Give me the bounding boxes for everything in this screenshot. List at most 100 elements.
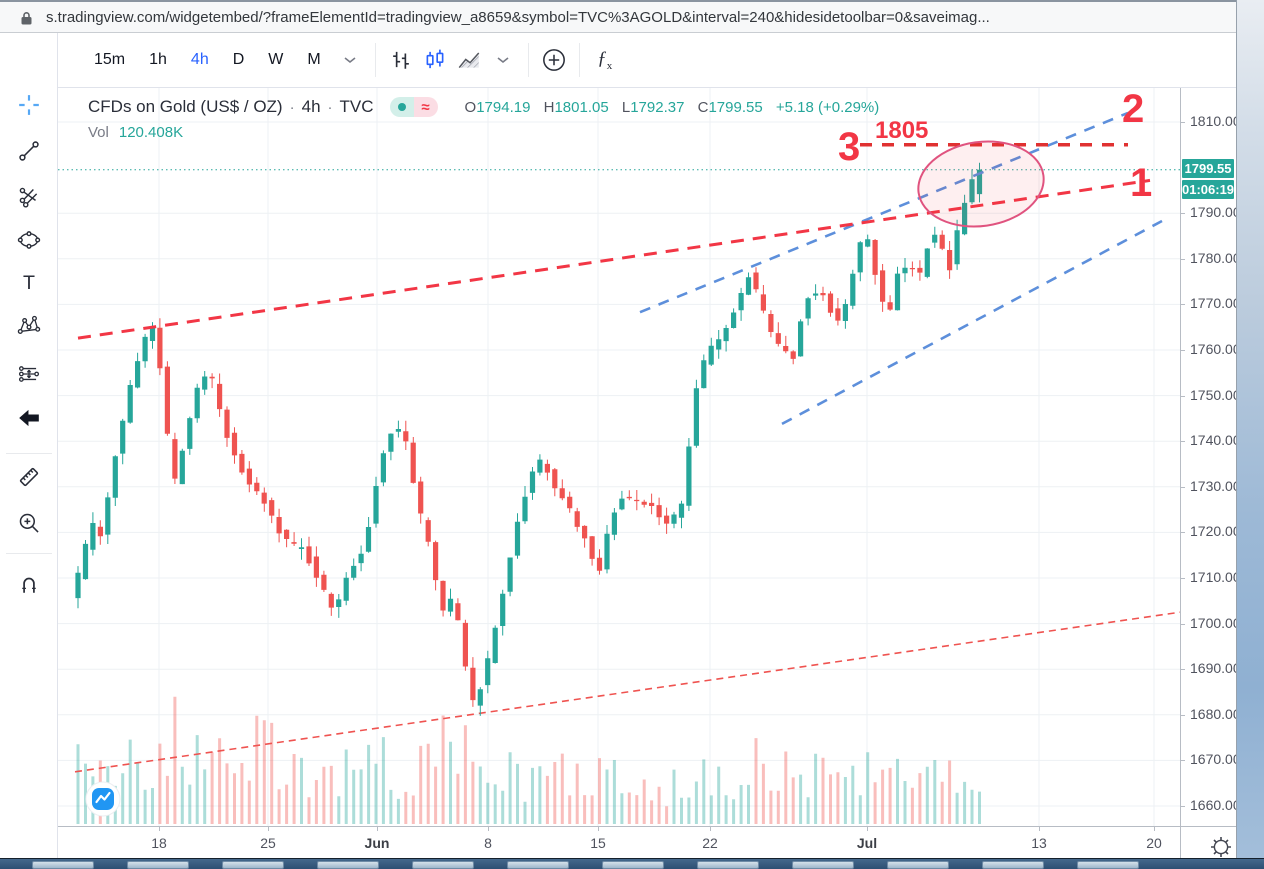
pitchfork-tool[interactable] xyxy=(15,182,43,210)
price-axis[interactable]: 1810.00 1790.00 1780.00 1770.00 1760.00 1750.… xyxy=(1180,88,1241,826)
channel-upper-blue[interactable] xyxy=(639,111,1129,314)
browser-address-bar[interactable]: s.tradingview.com/widgetembed/?frameElem… xyxy=(0,0,1236,33)
taskbar-button[interactable] xyxy=(982,861,1044,869)
price-axis-label: 1700.00 xyxy=(1181,615,1241,631)
ellipse-shape-tool[interactable] xyxy=(15,226,43,254)
time-axis-tick xyxy=(377,827,378,831)
price-axis-label: 1690.00 xyxy=(1181,660,1241,676)
crosshair-tool[interactable] xyxy=(15,91,43,119)
time-axis-tick xyxy=(598,827,599,831)
time-axis-tick xyxy=(268,827,269,831)
bars-style-icon[interactable] xyxy=(384,43,418,77)
time-axis[interactable]: 18 25 Jun 8 15 22 Jul 13 20 xyxy=(58,826,1180,858)
time-axis-label: 22 xyxy=(702,835,718,851)
channel-lower-blue[interactable] xyxy=(781,219,1163,426)
time-axis-tick xyxy=(1039,827,1040,831)
indicators-fx-icon[interactable]: ƒx xyxy=(597,48,613,72)
taskbar-button[interactable] xyxy=(32,861,94,869)
interval-1h-button[interactable]: 1h xyxy=(149,51,167,68)
trend-line-tool[interactable] xyxy=(15,137,43,165)
price-axis-label: 1790.00 xyxy=(1181,204,1241,220)
price-axis-label: 1710.00 xyxy=(1181,569,1241,585)
symbol-title[interactable]: CFDs on Gold (US$ / OZ) xyxy=(88,97,283,116)
price-axis-label: 1720.00 xyxy=(1181,523,1241,539)
area-style-icon[interactable] xyxy=(452,43,486,77)
interval-M-button[interactable]: M xyxy=(307,51,321,68)
price-axis-label: 1770.00 xyxy=(1181,295,1241,311)
highlight-ellipse[interactable] xyxy=(913,134,1049,235)
compare-plus-icon[interactable] xyxy=(537,43,571,77)
time-axis-tick xyxy=(159,827,160,831)
toolbar-separator xyxy=(527,43,529,77)
time-axis-tick xyxy=(488,827,489,831)
back-arrow-tool[interactable] xyxy=(15,404,43,432)
price-axis-label: 1670.00 xyxy=(1181,751,1241,767)
candle-bodies-up xyxy=(75,169,983,706)
price-axis-label: 1810.00 xyxy=(1181,113,1241,129)
tradingview-logo-mark xyxy=(95,791,111,804)
trendline-1-red[interactable] xyxy=(77,178,1151,340)
taskbar-button[interactable] xyxy=(127,861,189,869)
desktop-edge-strip xyxy=(1236,0,1264,858)
gear-icon[interactable] xyxy=(1181,827,1237,859)
chart-canvas[interactable]: 2 3 1805 1 xyxy=(58,88,1180,826)
taskbar-button[interactable] xyxy=(1077,861,1139,869)
annotation-text-2[interactable]: 2 xyxy=(1122,88,1144,131)
longterm-trendline-red[interactable] xyxy=(74,611,1180,773)
chart-toolbar: 15m 1h 4h D W M ƒx xyxy=(58,33,1236,88)
ruler-measure-tool[interactable] xyxy=(15,463,43,491)
candle-wicks-down xyxy=(99,230,951,707)
taskbar-button[interactable] xyxy=(507,861,569,869)
style-menu-chevron[interactable] xyxy=(486,43,520,77)
interval-buttons: 15m 1h 4h D W M xyxy=(82,51,333,69)
price-axis-label: 1780.00 xyxy=(1181,250,1241,266)
time-axis-tick xyxy=(867,827,868,831)
taskbar-button[interactable] xyxy=(792,861,854,869)
interval-W-button[interactable]: W xyxy=(268,51,284,68)
svg-text:T: T xyxy=(23,272,35,294)
magnet-tool[interactable] xyxy=(15,570,43,598)
time-axis-label: 18 xyxy=(151,835,167,851)
interval-4h-button[interactable]: 4h xyxy=(190,51,209,68)
scale-settings-corner[interactable] xyxy=(1180,826,1236,858)
price-axis-label: 1740.00 xyxy=(1181,432,1241,448)
taskbar-button[interactable] xyxy=(602,861,664,869)
lock-icon[interactable] xyxy=(20,11,33,31)
toolbar-separator xyxy=(578,43,580,77)
toolbar-separator xyxy=(6,453,52,454)
text-tool[interactable]: T xyxy=(15,269,43,297)
time-axis-label: 13 xyxy=(1031,835,1047,851)
price-axis-label: 1660.00 xyxy=(1181,797,1241,813)
time-axis-label: 20 xyxy=(1146,835,1162,851)
time-axis-label: Jun xyxy=(364,835,390,851)
time-axis-label: 8 xyxy=(484,835,492,851)
interval-D-button[interactable]: D xyxy=(232,51,245,68)
interval-menu-chevron[interactable] xyxy=(333,43,367,77)
taskbar-button[interactable] xyxy=(222,861,284,869)
time-axis-tick xyxy=(710,827,711,831)
volume-bars-up xyxy=(76,735,981,824)
candles-style-icon[interactable] xyxy=(418,43,452,77)
toolbar-separator xyxy=(6,553,52,554)
drawing-toolbar: T xyxy=(0,33,58,858)
xabcd-pattern-tool[interactable] xyxy=(15,312,43,340)
interval-15m-button[interactable]: 15m xyxy=(94,51,126,68)
annotation-text-1[interactable]: 1 xyxy=(1130,161,1152,205)
time-axis-label: 25 xyxy=(260,835,276,851)
price-axis-label: 1760.00 xyxy=(1181,341,1241,357)
annotation-text-3[interactable]: 3 xyxy=(838,125,860,169)
taskbar-button[interactable] xyxy=(887,861,949,869)
price-axis-label: 1730.00 xyxy=(1181,478,1241,494)
grid-lines xyxy=(58,88,1180,826)
time-axis-label: Jul xyxy=(856,835,878,851)
taskbar-button[interactable] xyxy=(317,861,379,869)
annotation-text-1805[interactable]: 1805 xyxy=(875,117,928,144)
taskbar-button[interactable] xyxy=(412,861,474,869)
price-axis-label: 1750.00 xyxy=(1181,387,1241,403)
zoom-in-tool[interactable] xyxy=(15,509,43,537)
time-axis-label: 15 xyxy=(590,835,606,851)
toolbar-separator xyxy=(374,43,376,77)
taskbar-button[interactable] xyxy=(697,861,759,869)
last-price-badge: 1799.55 xyxy=(1182,159,1234,178)
forecast-lines-tool[interactable] xyxy=(15,360,43,388)
